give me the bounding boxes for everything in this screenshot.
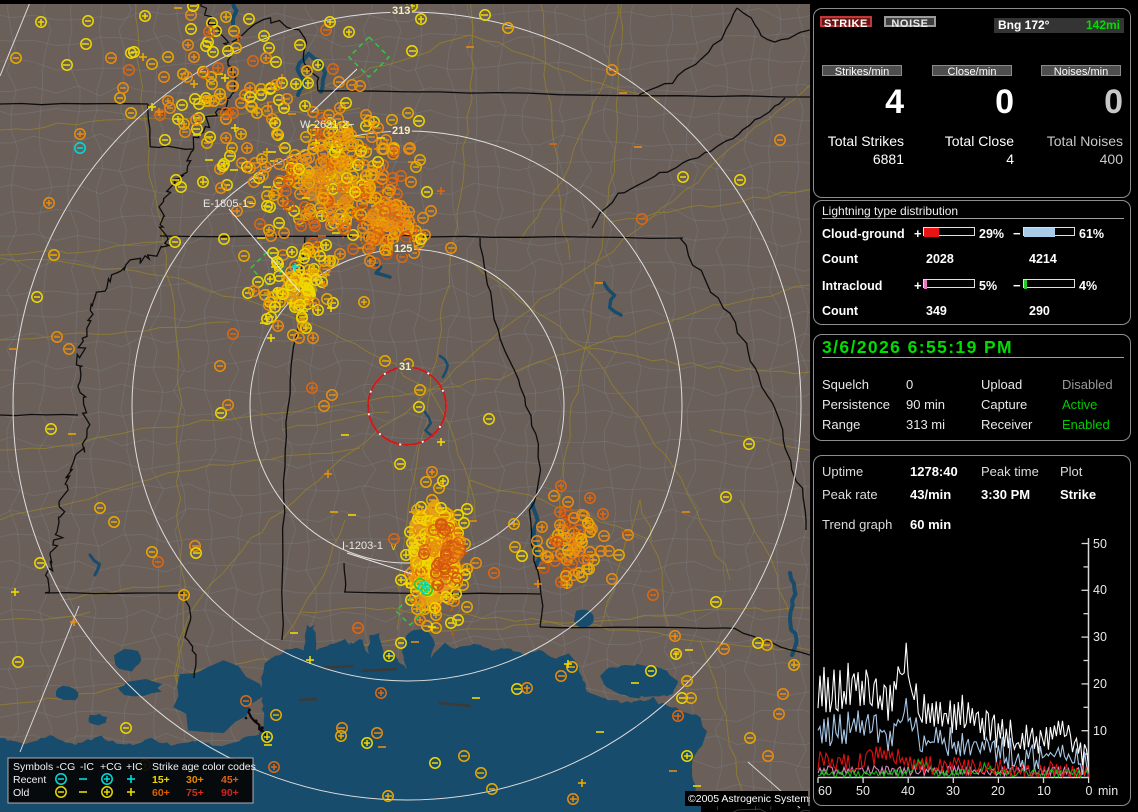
svg-text:+CG: +CG: [100, 761, 122, 773]
svg-text:50: 50: [1093, 537, 1107, 551]
svg-text:Recent: Recent: [13, 774, 46, 786]
svg-text:30+: 30+: [186, 774, 204, 786]
svg-text:-IC: -IC: [80, 761, 94, 773]
svg-text:15+: 15+: [152, 774, 170, 786]
svg-text:45+: 45+: [221, 774, 239, 786]
svg-text:-CG: -CG: [56, 761, 75, 773]
svg-text:©2005 Astrogenic Systems: ©2005 Astrogenic Systems: [688, 793, 810, 805]
svg-text:v: v: [391, 542, 396, 553]
svg-text:0: 0: [1086, 784, 1093, 798]
svg-text:W-2631-2−: W-2631-2−: [300, 119, 355, 131]
svg-text:I-1203-1: I-1203-1: [342, 540, 383, 552]
svg-text:10: 10: [1093, 724, 1107, 738]
svg-text:Symbols: Symbols: [13, 761, 53, 773]
svg-text:Old: Old: [13, 787, 30, 799]
svg-text:90+: 90+: [221, 787, 239, 799]
svg-text:20: 20: [991, 784, 1005, 798]
svg-text:60+: 60+: [152, 787, 170, 799]
svg-text:75+: 75+: [186, 787, 204, 799]
svg-text:min: min: [1098, 784, 1118, 798]
svg-text:30: 30: [1093, 630, 1107, 644]
svg-text:30: 30: [946, 784, 960, 798]
svg-text:125: 125: [394, 243, 412, 255]
svg-text:Strike age color codes: Strike age color codes: [152, 761, 256, 773]
svg-text:10: 10: [1037, 784, 1051, 798]
svg-text:40: 40: [1093, 583, 1107, 597]
svg-text:60: 60: [818, 784, 832, 798]
svg-text:E-1805-1−: E-1805-1−: [203, 198, 255, 210]
svg-text:50: 50: [856, 784, 870, 798]
svg-text:+IC: +IC: [126, 761, 143, 773]
svg-text:313: 313: [392, 5, 410, 17]
svg-text:31: 31: [399, 361, 411, 373]
svg-text:20: 20: [1093, 677, 1107, 691]
svg-text:40: 40: [901, 784, 915, 798]
svg-text:219: 219: [392, 125, 410, 137]
